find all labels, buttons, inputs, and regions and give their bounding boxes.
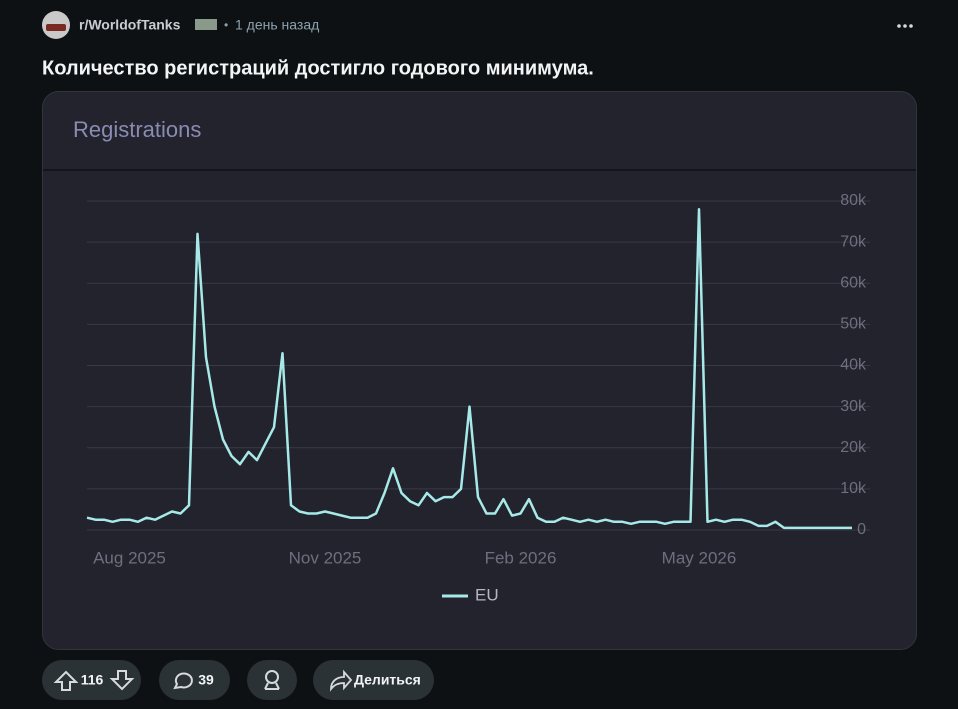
avatar-tank — [46, 24, 66, 31]
separator: • — [224, 18, 228, 32]
comments-icon — [173, 672, 193, 690]
post-time: 1 день назад — [235, 17, 319, 33]
vote-count: 116 — [81, 672, 104, 688]
chart-title: Registrations — [73, 117, 201, 142]
y-tick-label: 60k — [840, 274, 867, 291]
chart: Registrations EU 0 10k 20k 30k 40k 50k 60k 70k 8… — [42, 91, 917, 650]
chart-card — [42, 91, 917, 650]
y-tick-label: 70k — [840, 233, 867, 250]
post-title[interactable]: Количество регистраций достигло годового… — [42, 57, 594, 79]
award-pill[interactable] — [247, 660, 297, 700]
x-tick-label: May 2026 — [662, 548, 737, 567]
comments-button[interactable]: 39 — [159, 660, 230, 700]
upvote-button[interactable] — [53, 670, 79, 691]
award-icon — [265, 670, 279, 684]
downvote-button[interactable] — [109, 670, 135, 691]
upvote-group: 116 — [42, 660, 141, 700]
share-button[interactable]: Делиться — [313, 660, 434, 700]
y-tick-label: 0 — [857, 521, 866, 538]
x-tick-label: Aug 2025 — [93, 548, 166, 567]
y-tick-label: 50k — [840, 316, 867, 333]
y-tick-label: 20k — [840, 439, 867, 456]
x-tick-label: Feb 2026 — [485, 548, 557, 567]
award-icon-base — [264, 682, 280, 690]
comment-count: 39 — [198, 672, 214, 688]
more-menu[interactable] — [897, 24, 913, 28]
subreddit-name[interactable]: r/WorldofTanks — [79, 17, 181, 33]
share-icon — [330, 669, 353, 692]
y-tick-label: 80k — [840, 192, 867, 209]
share-label: Делиться — [354, 672, 421, 688]
y-tick-label: 10k — [840, 480, 867, 497]
flair-icon — [195, 19, 217, 30]
y-tick-label: 30k — [840, 398, 867, 415]
y-tick-label: 40k — [840, 357, 867, 374]
comments-pill[interactable] — [159, 660, 230, 700]
x-tick-label: Nov 2025 — [289, 548, 362, 567]
award-button[interactable] — [247, 660, 297, 700]
series-line — [86, 207, 852, 530]
legend-label[interactable]: EU — [475, 585, 499, 604]
